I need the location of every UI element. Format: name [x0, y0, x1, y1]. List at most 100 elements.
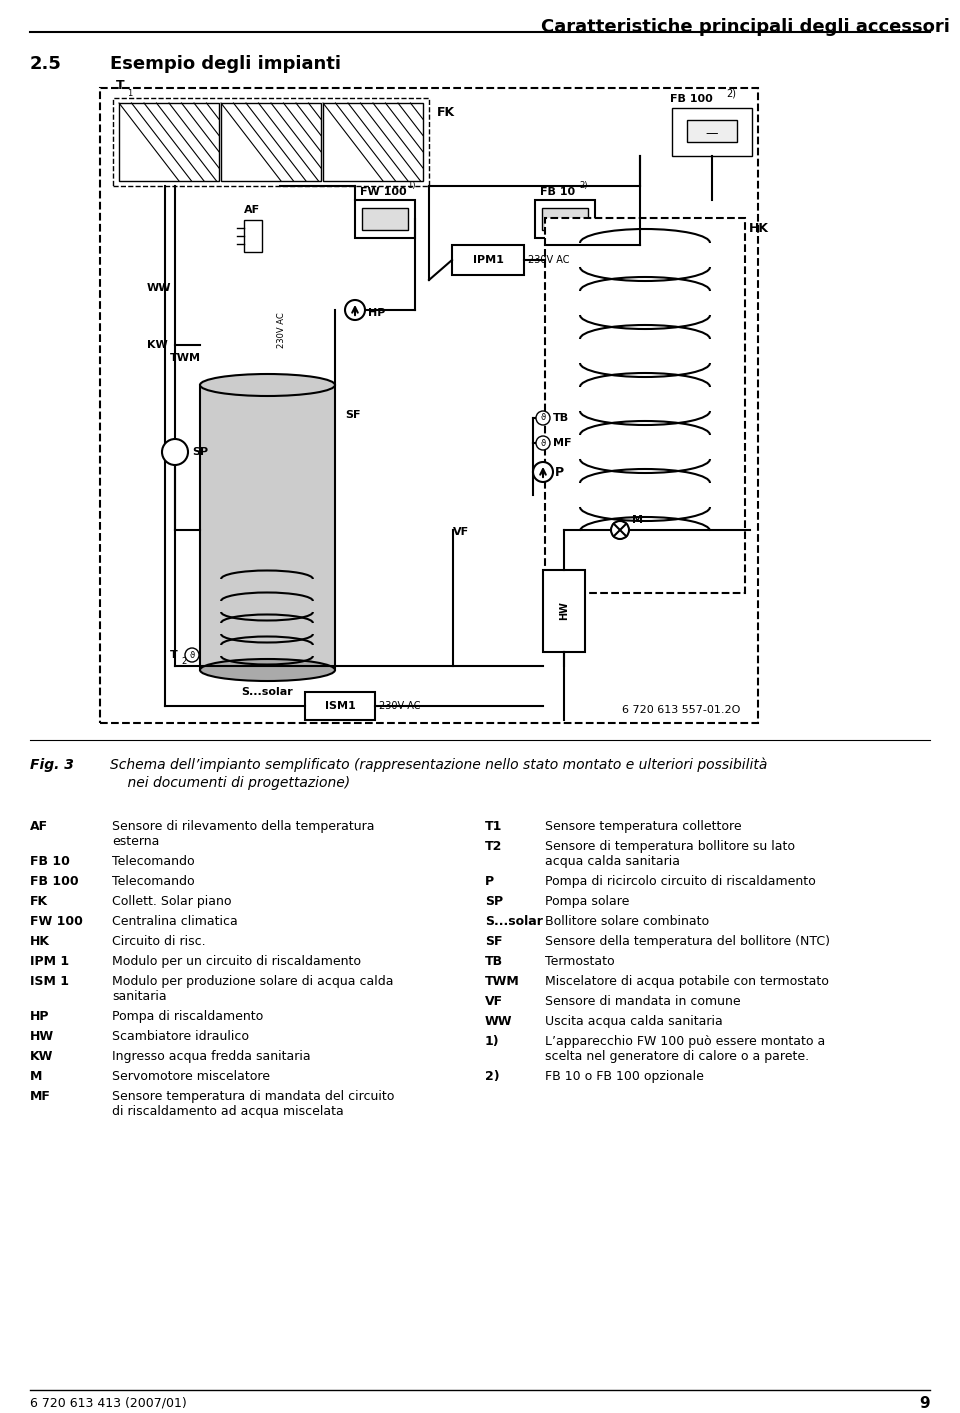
Text: di riscaldamento ad acqua miscelata: di riscaldamento ad acqua miscelata	[112, 1105, 344, 1118]
Circle shape	[345, 300, 365, 319]
Text: MF: MF	[30, 1089, 51, 1104]
Circle shape	[185, 649, 199, 663]
Circle shape	[611, 521, 629, 538]
Text: TWM: TWM	[485, 975, 519, 988]
Text: WW: WW	[147, 283, 172, 292]
Text: 9: 9	[920, 1396, 930, 1410]
Bar	[200, 384, 335, 670]
Text: Scambiatore idraulico: Scambiatore idraulico	[112, 1030, 249, 1043]
Bar	[672, 107, 752, 155]
Ellipse shape	[200, 374, 335, 396]
Text: Servomotore miscelatore: Servomotore miscelatore	[112, 1070, 270, 1082]
Text: Telecomando: Telecomando	[112, 875, 195, 887]
Text: VF: VF	[485, 995, 503, 1007]
Text: IPM 1: IPM 1	[30, 955, 69, 968]
Text: Termostato: Termostato	[545, 955, 614, 968]
Text: Bollitore solare combinato: Bollitore solare combinato	[545, 916, 709, 928]
Text: 1: 1	[127, 89, 132, 97]
Bar	[305, 692, 375, 721]
Text: Sensore di mandata in comune: Sensore di mandata in comune	[545, 995, 740, 1007]
Bar	[543, 569, 585, 651]
Text: Pompa di riscaldamento: Pompa di riscaldamento	[112, 1010, 263, 1023]
Text: nei documenti di progettazione): nei documenti di progettazione)	[110, 776, 350, 790]
Text: 1): 1)	[407, 181, 416, 189]
Circle shape	[533, 462, 553, 482]
Text: KW: KW	[147, 341, 168, 350]
Text: FK: FK	[30, 894, 48, 909]
Text: HW: HW	[559, 602, 569, 620]
Text: HP: HP	[30, 1010, 50, 1023]
Text: T: T	[116, 79, 125, 92]
Text: ϑ: ϑ	[189, 650, 195, 660]
Text: ISM1: ISM1	[324, 701, 355, 711]
Text: T: T	[170, 650, 178, 660]
Text: TB: TB	[485, 955, 503, 968]
Text: T2: T2	[485, 839, 502, 853]
Text: TB: TB	[553, 413, 569, 422]
Text: M: M	[632, 514, 643, 526]
Text: AF: AF	[30, 820, 48, 834]
Text: Fig. 3: Fig. 3	[30, 757, 74, 771]
Bar	[545, 218, 745, 593]
Text: P: P	[555, 465, 564, 479]
Text: Circuito di risc.: Circuito di risc.	[112, 935, 205, 948]
Text: Caratteristiche principali degli accessori: Caratteristiche principali degli accesso…	[541, 18, 950, 35]
Text: FK: FK	[437, 106, 455, 120]
Bar	[452, 244, 524, 276]
Bar	[362, 208, 408, 230]
Text: P: P	[485, 875, 494, 887]
Text: HP: HP	[368, 308, 385, 318]
Text: 2): 2)	[579, 181, 588, 189]
Text: 2): 2)	[485, 1070, 499, 1082]
Text: —: —	[706, 127, 718, 140]
Ellipse shape	[200, 658, 335, 681]
Text: SF: SF	[485, 935, 502, 948]
Text: Schema dell’impianto semplificato (rappresentazione nello stato montato e ulteri: Schema dell’impianto semplificato (rappr…	[110, 757, 767, 773]
Text: FW 100: FW 100	[360, 187, 407, 196]
Bar	[535, 201, 595, 237]
Text: IPM1: IPM1	[472, 254, 503, 266]
Text: FW 100: FW 100	[30, 916, 83, 928]
Text: Ingresso acqua fredda sanitaria: Ingresso acqua fredda sanitaria	[112, 1050, 311, 1063]
Text: 230V AC: 230V AC	[277, 312, 286, 348]
Text: L’apparecchio FW 100 può essere montato a: L’apparecchio FW 100 può essere montato …	[545, 1034, 826, 1048]
Text: sanitaria: sanitaria	[112, 991, 167, 1003]
Bar	[244, 220, 262, 252]
Text: FB 100: FB 100	[30, 875, 79, 887]
Text: SP: SP	[192, 447, 208, 456]
Text: FB 100: FB 100	[670, 95, 712, 105]
Circle shape	[536, 437, 550, 449]
Text: S...solar: S...solar	[242, 687, 294, 697]
Text: Modulo per produzione solare di acqua calda: Modulo per produzione solare di acqua ca…	[112, 975, 394, 988]
Text: 6 720 613 413 (2007/01): 6 720 613 413 (2007/01)	[30, 1396, 187, 1410]
Text: Telecomando: Telecomando	[112, 855, 195, 868]
Text: ISM 1: ISM 1	[30, 975, 69, 988]
Text: Esempio degli impianti: Esempio degli impianti	[110, 55, 341, 73]
Text: Collett. Solar piano: Collett. Solar piano	[112, 894, 231, 909]
Text: Sensore temperatura di mandata del circuito: Sensore temperatura di mandata del circu…	[112, 1089, 395, 1104]
Text: scelta nel generatore di calore o a parete.: scelta nel generatore di calore o a pare…	[545, 1050, 809, 1063]
Bar	[355, 201, 415, 237]
Bar	[113, 97, 429, 187]
Text: Uscita acqua calda sanitaria: Uscita acqua calda sanitaria	[545, 1015, 723, 1029]
Bar	[542, 208, 588, 230]
Bar	[687, 120, 737, 141]
Text: Sensore della temperatura del bollitore (NTC): Sensore della temperatura del bollitore …	[545, 935, 830, 948]
Text: SP: SP	[485, 894, 503, 909]
Text: FB 10 o FB 100 opzionale: FB 10 o FB 100 opzionale	[545, 1070, 704, 1082]
Text: Modulo per un circuito di riscaldamento: Modulo per un circuito di riscaldamento	[112, 955, 361, 968]
Text: 230V AC: 230V AC	[379, 701, 420, 711]
Circle shape	[162, 439, 188, 465]
Text: Centralina climatica: Centralina climatica	[112, 916, 238, 928]
Text: SF: SF	[345, 410, 361, 420]
Text: Pompa solare: Pompa solare	[545, 894, 630, 909]
Text: esterna: esterna	[112, 835, 159, 848]
Text: 6 720 613 557-01.2O: 6 720 613 557-01.2O	[622, 705, 740, 715]
Text: Pompa di ricircolo circuito di riscaldamento: Pompa di ricircolo circuito di riscaldam…	[545, 875, 816, 887]
Text: FB 10: FB 10	[540, 187, 575, 196]
Text: 1): 1)	[485, 1034, 499, 1048]
Text: 2: 2	[181, 657, 186, 667]
Bar	[100, 88, 758, 723]
Bar	[221, 103, 321, 181]
Text: HK: HK	[749, 222, 769, 235]
